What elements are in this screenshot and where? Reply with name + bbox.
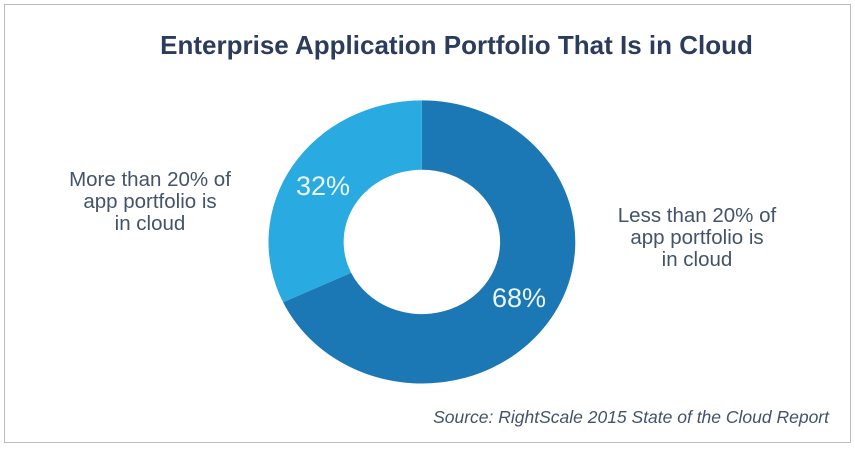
svg-text:32%: 32%	[296, 171, 350, 201]
svg-text:68%: 68%	[492, 283, 546, 313]
